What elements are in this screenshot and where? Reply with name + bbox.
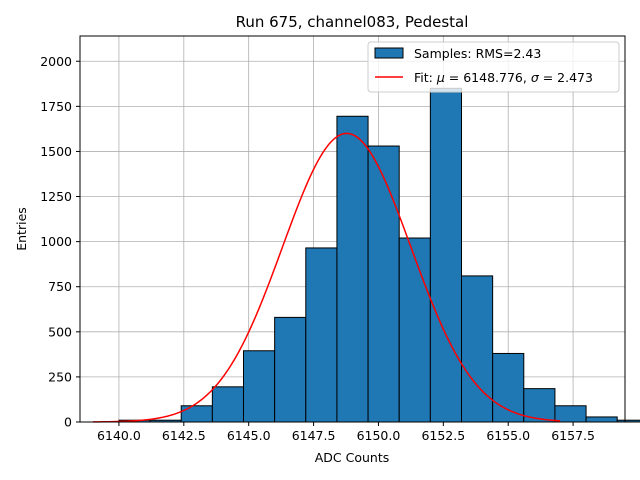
- y-axis-ticks: 0 250 500 750 1000 1250 1500 1750 2000: [40, 54, 80, 430]
- histogram-bar: [554, 405, 587, 423]
- y-tick-label: 2000: [40, 54, 72, 69]
- histogram-bar: [585, 416, 618, 423]
- histogram-bar: [398, 237, 431, 423]
- histogram-bar: [243, 350, 276, 423]
- x-tick-label: 6147.5: [292, 428, 336, 443]
- legend-histogram-label: Samples: RMS=2.43: [414, 46, 541, 61]
- histogram-bar: [180, 405, 213, 423]
- y-tick-label: 1000: [40, 234, 72, 249]
- legend-histogram-swatch: [374, 47, 404, 59]
- x-axis-ticks: 6140.0 6142.5 6145.0 6147.5 6150.0 6152.5 6155…: [97, 422, 595, 443]
- y-tick-label: 750: [48, 279, 72, 294]
- legend: Samples: RMS=2.43 Fit: μ = 6148.776, σ =…: [367, 41, 620, 93]
- histogram-bar: [211, 386, 245, 423]
- histogram-bar: [274, 316, 307, 423]
- histogram-bar: [461, 275, 494, 423]
- x-tick-label: 6140.0: [97, 428, 141, 443]
- histogram-bar: [367, 145, 400, 423]
- x-tick-label: 6157.5: [551, 428, 595, 443]
- y-tick-label: 1250: [40, 189, 72, 204]
- x-tick-label: 6145.0: [227, 428, 271, 443]
- x-tick-label: 6150.0: [357, 428, 401, 443]
- legend-box: [367, 41, 620, 93]
- x-tick-label: 6152.5: [421, 428, 465, 443]
- fit-curve-layer: [92, 132, 561, 423]
- x-tick-label: 6155.0: [486, 428, 530, 443]
- histogram-bar: [336, 115, 369, 423]
- legend-fit-label: Fit: μ = 6148.776, σ = 2.473: [414, 70, 593, 85]
- histogram-bar: [305, 247, 338, 423]
- y-axis-label: Entries: [14, 207, 29, 251]
- y-tick-label: 500: [48, 324, 72, 339]
- plot-frame: [79, 35, 626, 423]
- y-tick-label: 250: [48, 369, 72, 384]
- histogram-bars: [118, 87, 640, 423]
- histogram-bar: [492, 352, 525, 423]
- y-tick-label: 1500: [40, 144, 72, 159]
- x-axis-label: ADC Counts: [315, 450, 390, 465]
- fit-curve: [92, 132, 561, 423]
- y-tick-label: 0: [64, 415, 72, 430]
- y-tick-label: 1750: [40, 99, 72, 114]
- chart-title: Run 675, channel083, Pedestal: [236, 13, 469, 31]
- x-tick-label: 6142.5: [162, 428, 206, 443]
- histogram-bar: [429, 87, 463, 423]
- histogram-bar: [616, 419, 640, 423]
